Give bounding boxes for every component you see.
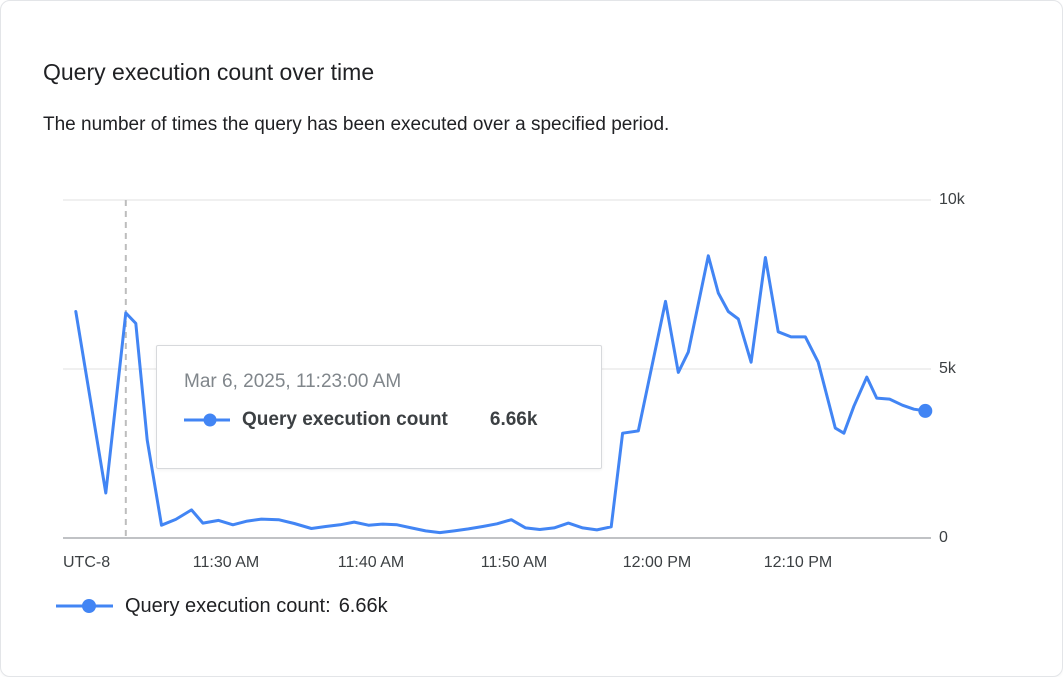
y-tick-5k: 5k: [939, 360, 956, 377]
latest-point-marker[interactable]: [918, 403, 933, 418]
x-tick-1130am: 11:30 AM: [192, 554, 260, 571]
series-line-dot-icon: [184, 413, 230, 427]
legend-label: Query execution count:: [125, 594, 331, 617]
tooltip-series-label: Query execution count: [242, 409, 448, 430]
y-tick-0: 0: [939, 529, 948, 546]
x-tick-1140am: 11:40 AM: [337, 554, 405, 571]
x-tick-1150am: 11:50 AM: [480, 554, 548, 571]
x-tick-timezone: UTC-8: [63, 554, 111, 571]
x-tick-1210pm: 12:10 PM: [763, 554, 833, 571]
legend-value: 6.66k: [338, 594, 388, 617]
chart-subtitle: The number of times the query has been e…: [43, 114, 670, 135]
tooltip-series-row: Query execution count 6.66k: [184, 409, 574, 431]
tooltip-series-value: 6.66k: [489, 409, 538, 430]
series-line-query-execution-count[interactable]: [74, 254, 927, 535]
legend-line-dot-icon: [56, 599, 113, 613]
chart-title: Query execution count over time: [43, 59, 375, 85]
y-tick-10k: 10k: [939, 191, 965, 208]
legend-item-query-execution-count[interactable]: Query execution count: 6.66k: [56, 592, 388, 620]
tooltip-timestamp: Mar 6, 2025, 11:23:00 AM: [184, 371, 402, 392]
x-tick-1200pm: 12:00 PM: [622, 554, 692, 571]
chart-tooltip: Mar 6, 2025, 11:23:00 AM Query execution…: [156, 345, 602, 469]
